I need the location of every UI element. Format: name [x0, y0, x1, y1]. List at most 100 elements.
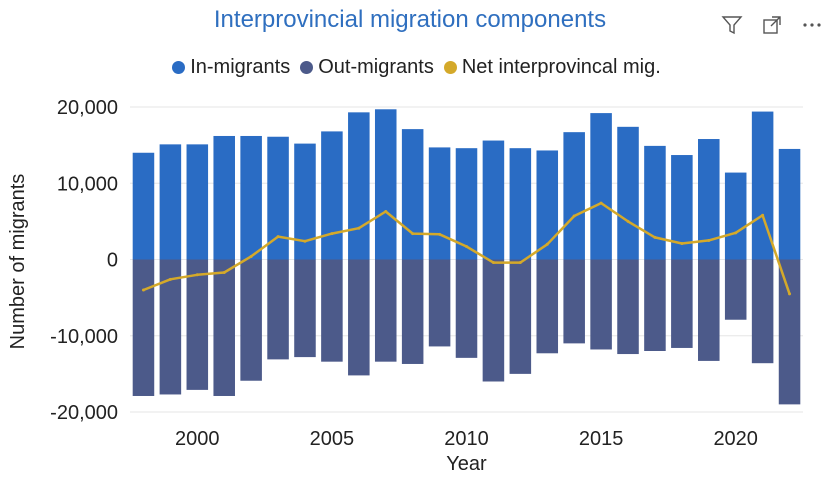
- bar-out-migrants: [401, 259, 424, 364]
- bar-out-migrants: [348, 259, 370, 376]
- bar-in-migrants: [563, 132, 585, 260]
- net-migration-point: [222, 270, 226, 274]
- net-migration-point: [734, 231, 738, 235]
- net-migration-point: [491, 261, 495, 265]
- net-migration-point: [330, 232, 334, 236]
- net-migration-point: [545, 242, 549, 246]
- bar-in-migrants: [644, 145, 666, 260]
- bar-in-migrants: [698, 139, 720, 260]
- bar-out-migrants: [132, 259, 155, 396]
- bar-in-migrants: [778, 148, 801, 260]
- bar-out-migrants: [374, 259, 397, 362]
- bar-out-migrants: [590, 259, 612, 350]
- bar-out-migrants: [509, 259, 532, 374]
- bar-in-migrants: [590, 113, 612, 260]
- bar-out-migrants: [321, 259, 343, 362]
- bar-in-migrants: [213, 135, 235, 260]
- y-axis-label: Number of migrants: [7, 174, 29, 350]
- bar-in-migrants: [186, 144, 209, 260]
- legend-swatch-in-migrants: [172, 61, 186, 74]
- x-tick-label: 2020: [713, 428, 758, 450]
- bar-out-migrants: [482, 259, 505, 382]
- focus-mode-icon[interactable]: [761, 14, 783, 36]
- bar-in-migrants: [321, 131, 343, 260]
- bar-in-migrants: [428, 147, 451, 260]
- bar-out-migrants: [294, 259, 316, 358]
- bar-out-migrants: [213, 259, 235, 396]
- legend-item-out-migrants[interactable]: Out-migrants: [300, 56, 434, 79]
- bar-in-migrants: [267, 136, 289, 260]
- net-migration-point: [518, 261, 522, 265]
- legend-item-in-migrants[interactable]: In-migrants: [172, 56, 290, 79]
- y-tick-label: -20,000: [50, 402, 118, 424]
- y-tick-label: -10,000: [50, 326, 118, 348]
- bar-out-migrants: [563, 259, 585, 344]
- chart-title: Interprovincial migration components: [213, 6, 607, 33]
- bar-in-migrants: [671, 155, 693, 260]
- chart-legend: In-migrants Out-migrants Net interprovin…: [0, 56, 833, 79]
- legend-label-net-migration: Net interprovincal mig.: [461, 56, 661, 78]
- bar-in-migrants: [294, 143, 316, 260]
- visual-toolbar: [721, 14, 823, 36]
- x-tick-label: 2010: [444, 428, 489, 450]
- bar-in-migrants: [751, 111, 774, 260]
- legend-swatch-net-migration: [443, 61, 457, 74]
- net-migration-point: [438, 232, 442, 236]
- net-migration-point: [249, 254, 253, 258]
- bar-in-migrants: [159, 144, 182, 260]
- net-migration-point: [653, 235, 657, 239]
- net-migration-point: [761, 213, 765, 217]
- net-migration-point: [168, 277, 172, 281]
- bar-in-migrants: [348, 112, 370, 260]
- bar-out-migrants: [698, 259, 720, 361]
- x-axis-label: Year: [446, 453, 487, 475]
- bar-out-migrants: [240, 259, 262, 381]
- bar-out-migrants: [159, 259, 182, 395]
- bar-in-migrants: [724, 172, 747, 260]
- x-tick-label: 2005: [310, 428, 355, 450]
- bar-out-migrants: [536, 259, 559, 354]
- bar-in-migrants: [455, 148, 478, 260]
- y-tick-label: 0: [107, 250, 118, 272]
- net-migration-point: [411, 232, 415, 236]
- more-options-icon[interactable]: [801, 14, 823, 36]
- net-migration-point: [384, 209, 388, 213]
- net-migration-point: [357, 226, 361, 230]
- net-migration-point: [788, 292, 792, 296]
- legend-label-in-migrants: In-migrants: [190, 56, 291, 78]
- bar-in-migrants: [401, 129, 424, 260]
- bar-out-migrants: [428, 259, 451, 347]
- bar-in-migrants: [617, 126, 639, 260]
- bar-out-migrants: [617, 259, 639, 355]
- bar-in-migrants: [482, 140, 505, 260]
- legend-swatch-out-migrants: [300, 61, 314, 74]
- net-migration-point: [572, 214, 576, 218]
- x-tick-label: 2000: [175, 428, 220, 450]
- filter-icon[interactable]: [721, 14, 743, 36]
- bar-in-migrants: [132, 152, 155, 260]
- net-migration-point: [303, 239, 307, 243]
- bar-out-migrants: [186, 259, 209, 390]
- bar-in-migrants: [509, 148, 532, 260]
- bar-in-migrants: [240, 135, 262, 260]
- bar-in-migrants: [536, 150, 559, 260]
- bar-out-migrants: [778, 259, 801, 405]
- y-tick-label: 20,000: [57, 97, 118, 119]
- net-migration-point: [680, 241, 684, 245]
- net-migration-point: [141, 288, 145, 292]
- bar-out-migrants: [455, 259, 478, 358]
- bar-in-migrants: [374, 109, 397, 260]
- bar-out-migrants: [724, 259, 747, 320]
- bar-out-migrants: [267, 259, 289, 360]
- net-migration-point: [465, 245, 468, 249]
- net-migration-point: [707, 238, 711, 242]
- legend-label-out-migrants: Out-migrants: [318, 56, 434, 78]
- bar-out-migrants: [671, 259, 693, 348]
- legend-item-net-migration[interactable]: Net interprovincal mig.: [443, 56, 661, 79]
- y-tick-label: 10,000: [57, 173, 118, 195]
- bar-out-migrants: [644, 259, 666, 351]
- x-tick-label: 2015: [579, 428, 624, 450]
- net-migration-point: [195, 273, 199, 277]
